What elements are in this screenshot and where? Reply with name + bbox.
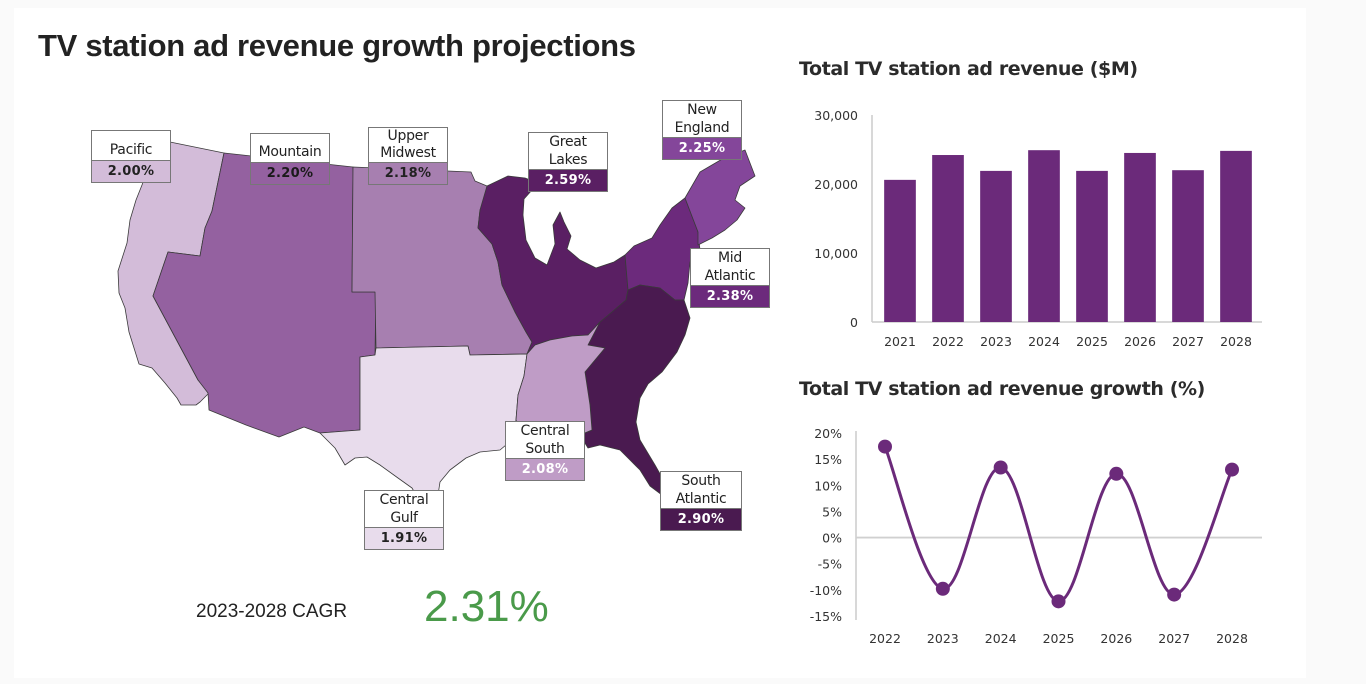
region-name: Pacific [109,142,153,158]
region-label-central-south: Central South 2.08% [505,421,585,481]
region-name: Mountain [258,144,322,160]
region-name: South Atlantic [675,473,727,507]
region-label-south-atlantic: South Atlantic 2.90% [660,471,742,531]
region-value: 2.18% [369,162,447,184]
region-name: Great Lakes [548,134,588,168]
region-label-pacific: Pacific 2.00% [91,130,171,183]
cagr-label: 2023-2028 CAGR [196,601,348,622]
region-name: Central Gulf [379,492,429,526]
region-label-central-gulf: Central Gulf 1.91% [364,490,444,550]
region-label-new-england: New England 2.25% [662,100,742,160]
line-chart-title: Total TV station ad revenue growth (%) [799,378,1205,400]
region-value: 2.59% [529,169,607,191]
region-value: 2.20% [251,162,329,184]
region-name: Upper Midwest [380,128,436,161]
bar-chart-title: Total TV station ad revenue ($M) [799,58,1138,80]
region-value: 2.90% [661,508,741,530]
us-region-map [117,141,756,503]
region-label-mountain: Mountain 2.20% [250,133,330,185]
region-name: Mid Atlantic [704,250,756,284]
region-label-upper-midwest: Upper Midwest 2.18% [368,127,448,185]
region-great-lakes[interactable] [477,175,629,355]
region-label-great-lakes: Great Lakes 2.59% [528,132,608,192]
region-central-south[interactable] [515,321,606,441]
region-name: New England [674,102,730,136]
region-value: 1.91% [365,527,443,549]
region-mid-atlantic[interactable] [624,197,701,301]
region-value: 2.08% [506,458,584,480]
cagr-value: 2.31% [424,582,549,631]
page-title: TV station ad revenue growth projections [38,28,636,63]
region-value: 2.25% [663,137,741,159]
region-value: 2.00% [92,160,170,182]
region-name: Central South [520,423,570,457]
region-value: 2.38% [691,285,769,307]
region-label-mid-atlantic: Mid Atlantic 2.38% [690,248,770,308]
